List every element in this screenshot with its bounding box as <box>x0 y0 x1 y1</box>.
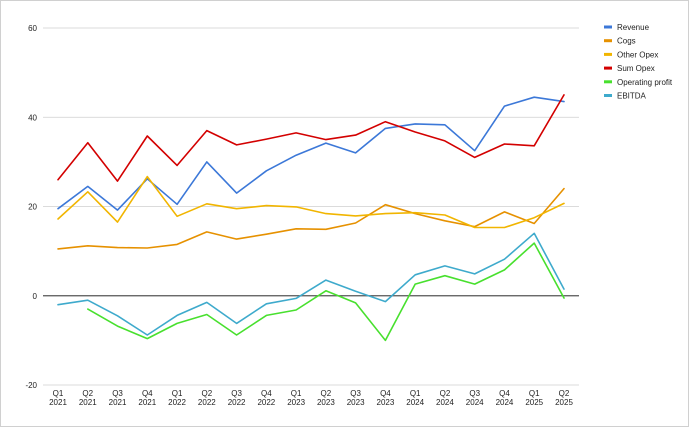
legend-label-other-opex: Other Opex <box>617 50 658 59</box>
x-tick-label-year: 2025 <box>525 398 543 407</box>
x-tick-label: Q3 <box>231 389 242 398</box>
y-tick-label: -20 <box>25 381 37 390</box>
x-tick-label: Q4 <box>142 389 153 398</box>
x-tick-label-year: 2022 <box>257 398 275 407</box>
x-tick-label: Q2 <box>321 389 332 398</box>
series-line-ebitda <box>57 232 565 336</box>
legend-swatch-cogs <box>604 39 612 43</box>
x-tick-label: Q3 <box>350 389 361 398</box>
x-tick-label-year: 2023 <box>377 398 395 407</box>
series-line-cogs <box>57 187 565 250</box>
legend-swatch-operating-profit <box>604 80 612 84</box>
x-tick-label-year: 2021 <box>49 398 67 407</box>
x-tick-label: Q1 <box>410 389 421 398</box>
x-tick-label-year: 2024 <box>406 398 424 407</box>
x-tick-label: Q2 <box>201 389 212 398</box>
x-tick-label-year: 2022 <box>198 398 216 407</box>
x-tick-label: Q2 <box>440 389 451 398</box>
legend-label-cogs: Cogs <box>617 37 636 46</box>
x-tick-label-year: 2023 <box>317 398 335 407</box>
x-tick-label: Q1 <box>529 389 540 398</box>
x-tick-label: Q3 <box>469 389 480 398</box>
x-tick-label-year: 2025 <box>555 398 573 407</box>
y-tick-label: 40 <box>28 113 37 122</box>
legend-swatch-ebitda <box>604 94 612 97</box>
x-tick-label: Q1 <box>172 389 183 398</box>
x-tick-label: Q2 <box>82 389 93 398</box>
legend-label-ebitda: EBITDA <box>617 92 647 101</box>
x-tick-label-year: 2024 <box>496 398 514 407</box>
legend-swatch-other-opex <box>604 52 612 56</box>
x-tick-label-year: 2021 <box>109 398 127 407</box>
x-tick-label-year: 2022 <box>168 398 186 407</box>
series-line-operating-profit <box>87 242 565 342</box>
x-tick-label: Q1 <box>291 389 302 398</box>
x-tick-label: Q2 <box>559 389 570 398</box>
legend-label-sum-opex: Sum Opex <box>617 64 655 73</box>
x-tick-label: Q1 <box>53 389 64 398</box>
x-tick-label: Q4 <box>261 389 272 398</box>
x-tick-label-year: 2022 <box>228 398 246 407</box>
x-tick-label: Q4 <box>499 389 510 398</box>
x-tick-label-year: 2024 <box>436 398 454 407</box>
x-tick-label: Q4 <box>380 389 391 398</box>
y-tick-label: 20 <box>28 203 37 212</box>
series-line-other-opex <box>57 175 565 229</box>
x-tick-label-year: 2021 <box>138 398 156 407</box>
series-line-sum-opex <box>57 94 565 182</box>
legend-label-revenue: Revenue <box>617 23 650 32</box>
y-tick-label: 60 <box>28 24 37 33</box>
x-tick-label-year: 2023 <box>347 398 365 407</box>
legend-swatch-sum-opex <box>604 66 612 70</box>
y-tick-label: 0 <box>33 292 38 301</box>
legend-swatch-revenue <box>604 25 612 29</box>
x-tick-label: Q3 <box>112 389 123 398</box>
x-tick-label-year: 2024 <box>466 398 484 407</box>
x-tick-label-year: 2021 <box>79 398 97 407</box>
series-line-revenue <box>57 96 565 211</box>
legend-label-operating-profit: Operating profit <box>617 78 673 87</box>
x-tick-label-year: 2023 <box>287 398 305 407</box>
